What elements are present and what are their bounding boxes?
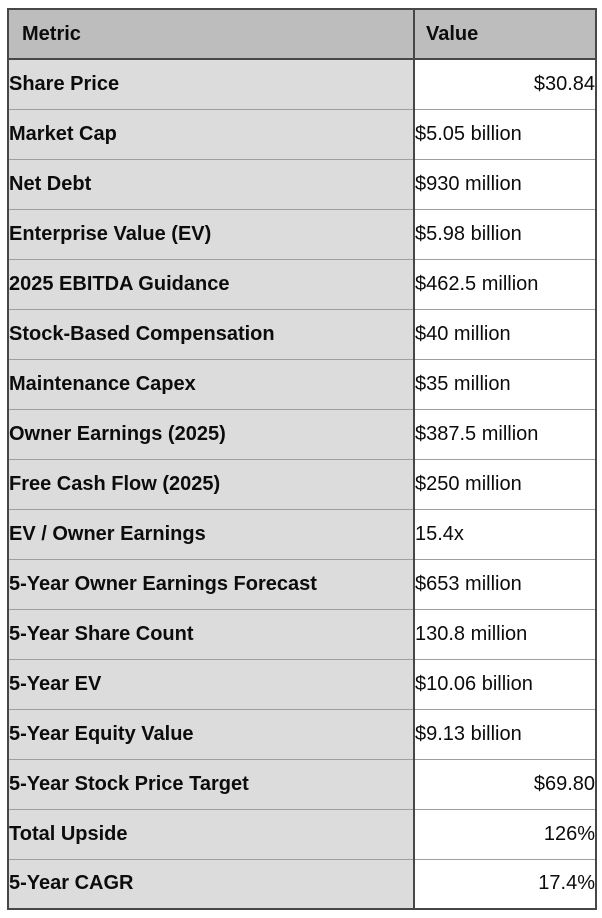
table-row: 5-Year Owner Earnings Forecast $653 mill…: [8, 558, 596, 609]
column-header-metric: Metric: [8, 9, 414, 60]
value-cell: $387.5 million: [413, 408, 596, 459]
metric-cell: 2025 EBITDA Guidance: [8, 258, 414, 309]
table-row: 5-Year CAGR 17.4%: [8, 858, 596, 909]
value-cell: $930 million: [413, 158, 596, 209]
table-row: EV / Owner Earnings 15.4x: [8, 508, 596, 559]
metric-cell: Enterprise Value (EV): [8, 208, 414, 259]
metrics-table: Metric Value Share Price $30.84 Market C…: [7, 8, 597, 910]
table-row: 2025 EBITDA Guidance $462.5 million: [8, 258, 596, 309]
value-cell: 15.4x: [413, 508, 596, 559]
table-row: 5-Year Stock Price Target $69.80: [8, 758, 596, 809]
table-row: Owner Earnings (2025) $387.5 million: [8, 408, 596, 459]
table-row: Market Cap $5.05 billion: [8, 108, 596, 159]
metric-cell: Maintenance Capex: [8, 358, 414, 409]
table-row: Enterprise Value (EV) $5.98 billion: [8, 208, 596, 259]
value-cell: $653 million: [413, 558, 596, 609]
metric-cell: 5-Year Owner Earnings Forecast: [8, 558, 414, 609]
table-row: Free Cash Flow (2025) $250 million: [8, 458, 596, 509]
value-cell: $30.84: [413, 59, 596, 109]
table-body: Share Price $30.84 Market Cap $5.05 bill…: [8, 59, 596, 909]
metric-cell: 5-Year CAGR: [8, 858, 414, 909]
value-cell: 130.8 million: [413, 608, 596, 659]
table-row: 5-Year EV $10.06 billion: [8, 658, 596, 709]
metric-cell: Owner Earnings (2025): [8, 408, 414, 459]
value-cell: $5.05 billion: [413, 108, 596, 159]
value-cell: $462.5 million: [413, 258, 596, 309]
table-row: Stock-Based Compensation $40 million: [8, 308, 596, 359]
table-row: Maintenance Capex $35 million: [8, 358, 596, 409]
metric-cell: EV / Owner Earnings: [8, 508, 414, 559]
metric-cell: Net Debt: [8, 158, 414, 209]
table-row: Net Debt $930 million: [8, 158, 596, 209]
value-cell: $9.13 billion: [413, 708, 596, 759]
value-cell: $10.06 billion: [413, 658, 596, 709]
metric-cell: 5-Year Share Count: [8, 608, 414, 659]
value-cell: 17.4%: [413, 858, 596, 909]
column-header-value: Value: [413, 9, 596, 60]
metric-cell: Free Cash Flow (2025): [8, 458, 414, 509]
metric-cell: Market Cap: [8, 108, 414, 159]
value-cell: $250 million: [413, 458, 596, 509]
metric-cell: Stock-Based Compensation: [8, 308, 414, 359]
metric-cell: 5-Year Stock Price Target: [8, 758, 414, 809]
table-row: Total Upside 126%: [8, 808, 596, 859]
table-row: 5-Year Equity Value $9.13 billion: [8, 708, 596, 759]
table-row: 5-Year Share Count 130.8 million: [8, 608, 596, 659]
metric-cell: 5-Year Equity Value: [8, 708, 414, 759]
metric-cell: Total Upside: [8, 808, 414, 859]
metric-cell: 5-Year EV: [8, 658, 414, 709]
table-row: Share Price $30.84: [8, 59, 596, 109]
metric-cell: Share Price: [8, 59, 414, 109]
value-cell: 126%: [413, 808, 596, 859]
value-cell: $69.80: [413, 758, 596, 809]
header-row: Metric Value: [8, 9, 596, 60]
value-cell: $5.98 billion: [413, 208, 596, 259]
value-cell: $35 million: [413, 358, 596, 409]
value-cell: $40 million: [413, 308, 596, 359]
